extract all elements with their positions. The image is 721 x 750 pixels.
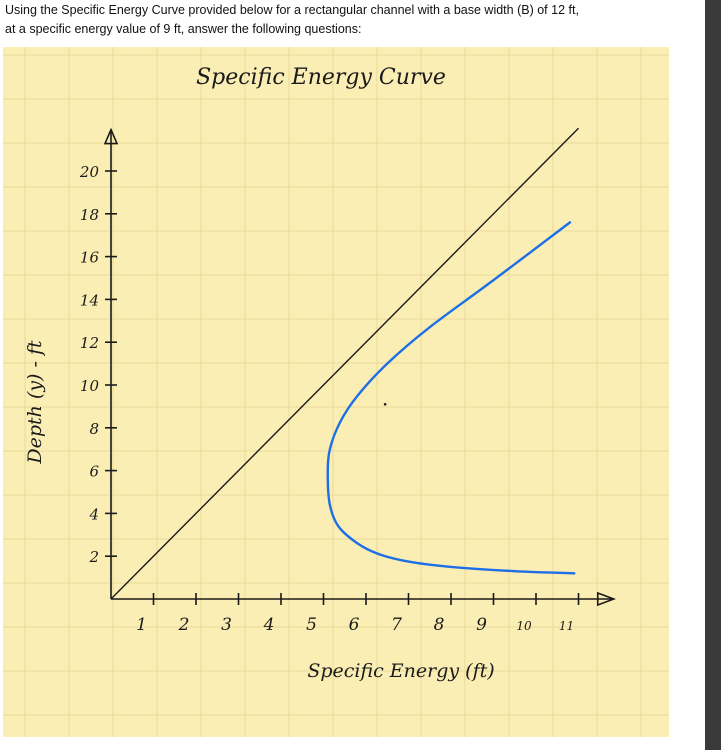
chart-svg: Specific Energy Curve 1 2 3 4 5 6 7 8 9 10 1124681…: [3, 47, 669, 737]
x-axis-label: Specific Energy (ft): [307, 660, 494, 682]
y-tick-label: 2: [88, 548, 99, 566]
y-tick-label: 6: [89, 463, 99, 481]
question-line-1: Using the Specific Energy Curve provided…: [5, 3, 579, 17]
x-tick-label: 4: [263, 615, 275, 635]
x-tick-label: 5: [306, 615, 317, 635]
x-tick-label: 1: [136, 615, 147, 635]
y-axis-arrow-icon: [103, 127, 119, 145]
y-tick-label: 14: [80, 291, 99, 309]
series-layer: [110, 127, 579, 600]
y-tick-label: 18: [80, 206, 99, 224]
x-tick-label: 11: [559, 619, 574, 633]
y-tick-label: 20: [79, 163, 100, 181]
reference-line-45deg: [110, 127, 579, 600]
y-tick-label: 12: [80, 334, 99, 352]
x-tick-label: 7: [391, 615, 402, 635]
y-axis-label: Depth (y) - ft: [24, 340, 46, 465]
question-line-2: at a specific energy value of 9 ft, answ…: [5, 22, 362, 36]
x-tick-label: 2: [178, 615, 190, 635]
x-tick-label: 8: [434, 615, 445, 635]
y-tick-label: 8: [89, 420, 99, 438]
chart-figure: Specific Energy Curve 1 2 3 4 5 6 7 8 9 10 11 2 4 6 8 1…: [3, 47, 669, 737]
x-tick-label: 9: [476, 615, 487, 635]
x-tick-label: 10: [516, 619, 532, 633]
stray-dot: [383, 402, 387, 406]
window-scrollbar[interactable]: [705, 0, 721, 750]
chart-title: Specific Energy Curve: [196, 65, 446, 90]
grid-lines: [3, 47, 669, 737]
x-tick-label: 6: [349, 615, 360, 635]
y-tick-label: 4: [88, 505, 99, 523]
x-axis-arrow-icon: [596, 591, 617, 607]
x-tick-label: 3: [221, 615, 232, 635]
question-text: Using the Specific Energy Curve provided…: [5, 1, 695, 39]
axes: [103, 127, 617, 607]
y-tick-label: 10: [80, 377, 100, 395]
y-tick-label: 16: [80, 249, 100, 267]
specific-energy-curve-line: [326, 221, 576, 575]
